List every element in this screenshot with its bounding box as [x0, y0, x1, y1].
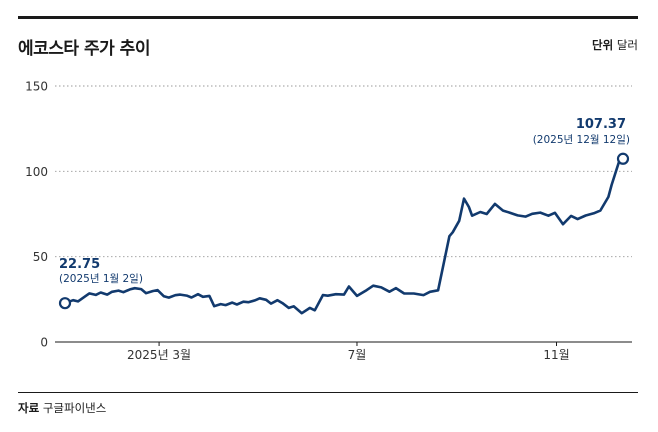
chart-title: 에코스타 주가 추이: [18, 39, 150, 59]
end-value-label: 107.37: [576, 117, 626, 132]
y-tick-label: 0: [40, 336, 48, 350]
y-tick-label: 100: [25, 165, 48, 179]
source-note: 자료 구글파이낸스: [18, 400, 106, 416]
start-value-label: 22.75: [59, 257, 100, 272]
x-axis-ticks: 2025년 3월 7월 11월: [127, 342, 570, 362]
start-point-marker: [58, 297, 72, 310]
source-value: 구글파이낸스: [42, 401, 107, 415]
x-tick-label: 11월: [543, 348, 569, 362]
y-tick-label: 50: [33, 250, 48, 264]
stock-price-line: [63, 157, 625, 315]
unit-label-value: 달러: [616, 38, 638, 52]
end-point-marker: [616, 152, 630, 165]
source-label: 자료: [18, 401, 40, 415]
x-tick-label: 7월: [348, 348, 367, 362]
x-tick-label: 2025년 3월: [127, 348, 191, 362]
y-tick-label: 150: [25, 80, 48, 94]
top-rule: [18, 16, 638, 19]
unit-label-key: 단위: [592, 38, 614, 52]
chart-grid: [55, 85, 632, 343]
unit-label: 단위 달러: [592, 37, 638, 53]
end-date-label: (2025년 12월 12일): [533, 133, 630, 146]
y-axis-ticks: 0 50 100 150: [25, 80, 48, 350]
start-date-label: (2025년 1월 2일): [59, 272, 143, 285]
bottom-rule: [18, 392, 638, 393]
